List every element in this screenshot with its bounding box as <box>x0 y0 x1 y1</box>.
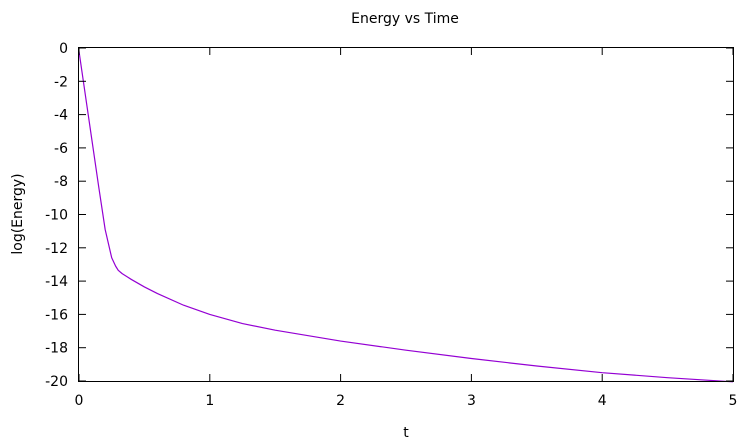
x-tick-label: 4 <box>598 393 607 409</box>
y-tick-label: -4 <box>54 108 68 124</box>
y-tick-label: -14 <box>45 274 68 290</box>
y-tick-label: -8 <box>54 174 68 190</box>
y-tick-label: 0 <box>59 41 68 57</box>
y-tick-label: -20 <box>45 374 68 390</box>
plot-frame <box>78 47 734 382</box>
y-tick-label: -16 <box>45 307 68 323</box>
x-tick-label: 3 <box>467 393 476 409</box>
x-tick-label: 1 <box>205 393 214 409</box>
y-tick-label: -2 <box>54 74 68 90</box>
x-axis-title: t <box>403 425 409 441</box>
energy-series-line <box>78 51 734 383</box>
x-axis-ticks: 0 1 2 3 4 5 <box>75 48 738 409</box>
plot-area <box>78 51 734 383</box>
y-tick-label: -12 <box>45 241 68 257</box>
x-tick-label: 5 <box>729 393 738 409</box>
chart-title: Energy vs Time <box>351 11 459 27</box>
y-axis-ticks: 0 -2 -4 -6 -8 -10 -12 -14 -16 -18 -20 <box>45 41 733 390</box>
y-tick-label: -18 <box>45 341 68 357</box>
x-tick-label: 0 <box>75 393 84 409</box>
y-tick-label: -6 <box>54 141 68 157</box>
y-tick-label: -10 <box>45 208 68 224</box>
x-tick-label: 2 <box>336 393 345 409</box>
y-axis-title: log(Energy) <box>10 173 26 254</box>
